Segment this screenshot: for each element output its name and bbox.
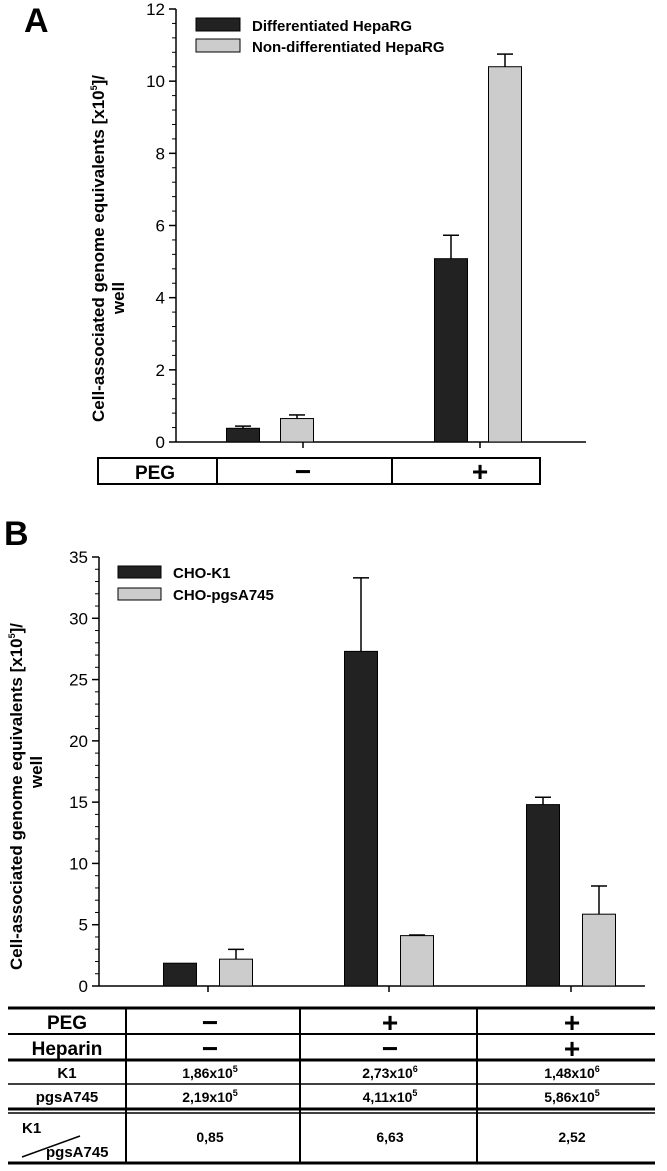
panel-b-bars — [163, 577, 616, 987]
y-tick-label: 15 — [69, 793, 88, 812]
panel-b-table-heparin-col3: + — [564, 1033, 580, 1064]
panel-b-table-heparin-col2: − — [382, 1033, 398, 1064]
panel-b-table-peg-col2: + — [382, 1007, 398, 1038]
bar-cho-k1-0 — [163, 962, 197, 987]
panel-a: A Cell-associated genome equivalents [x1… — [24, 0, 586, 487]
bar-cho-pgsa745-1 — [400, 935, 434, 987]
panel-b-table-peg-col1: − — [202, 1007, 218, 1038]
panel-b: B Cell-associated genome equivalents [x1… — [4, 515, 655, 1165]
panel-b-table-k1-col3: 1,48x106 — [544, 1064, 600, 1081]
panel-a-table-peg-label: PEG — [135, 463, 175, 484]
panel-b-table-heparin-col1: − — [202, 1033, 218, 1064]
panel-b-legend: CHO-K1 CHO-pgsA745 — [117, 565, 274, 604]
panel-b-table-ratio-top: K1 — [22, 1120, 41, 1137]
bar-cho-k1-1 — [344, 650, 378, 987]
panel-b-y-axis-label: Cell-associated genome equivalents [x105… — [7, 623, 26, 970]
panel-b-table-k1-col2: 2,73x106 — [362, 1064, 418, 1081]
legend-swatch — [117, 565, 162, 579]
y-tick-label: 0 — [156, 433, 165, 452]
panel-b-table-pgsa745-col3: 5,86x105 — [544, 1088, 600, 1105]
panel-b-table-heparin-label: Heparin — [32, 1039, 103, 1060]
legend-label: Non-differentiated HepaRG — [252, 39, 445, 56]
legend-swatch — [117, 587, 162, 601]
y-tick-label: 2 — [156, 361, 165, 380]
panel-b-table-ratio-bottom: pgsA745 — [46, 1144, 109, 1161]
y-tick-label: 4 — [156, 289, 165, 308]
bar-cho-k1-2 — [526, 804, 560, 987]
panel-b-table-pgsa745-col2: 4,11x105 — [363, 1088, 418, 1105]
y-tick-label: 10 — [146, 72, 165, 91]
y-tick-label: 10 — [69, 854, 88, 873]
panel-b-y-axis-label-line2: well — [27, 756, 46, 789]
panel-b-table-ratio-col1: 0,85 — [196, 1129, 223, 1145]
bar-differentiated-heparg-0 — [226, 427, 260, 443]
panel-a-table: PEG − + — [97, 456, 541, 487]
y-tick-label: 30 — [69, 609, 88, 628]
legend-label: CHO-K1 — [173, 565, 231, 582]
bar-cho-pgsa745-2 — [582, 913, 616, 987]
panel-a-letter: A — [24, 2, 49, 40]
legend-swatch — [195, 17, 241, 32]
panel-b-table-peg-col3: + — [564, 1007, 580, 1038]
y-tick-label: 5 — [79, 916, 88, 935]
panel-b-table-pgsa745-col1: 2,19x105 — [182, 1088, 238, 1105]
panel-a-table-border — [97, 457, 541, 485]
panel-b-table-ratio-col2: 6,63 — [376, 1129, 403, 1145]
bar-cho-pgsa745-0 — [219, 958, 253, 987]
y-tick-label: 20 — [69, 732, 88, 751]
panel-b-table-peg-label: PEG — [47, 1013, 87, 1034]
panel-a-y-axis-label-line2: well — [109, 282, 128, 315]
panel-a-table-peg-plus: + — [472, 456, 488, 487]
y-tick-label: 0 — [79, 977, 88, 996]
panel-a-y-axis-label: Cell-associated genome equivalents [x105… — [89, 75, 108, 422]
legend-swatch — [195, 38, 241, 53]
panel-a-bars — [226, 53, 522, 443]
bar-non-differentiated-heparg-0 — [280, 418, 314, 443]
panel-b-table-k1-label: K1 — [57, 1065, 76, 1082]
panel-b-table-ratio-col3: 2,52 — [558, 1129, 585, 1145]
panel-b-table-pgsa745-label: pgsA745 — [36, 1089, 99, 1106]
legend-label: CHO-pgsA745 — [173, 587, 274, 604]
bar-differentiated-heparg-1 — [434, 258, 468, 443]
y-tick-label: 6 — [156, 217, 165, 236]
panel-b-table-ratio-slash — [21, 1135, 81, 1158]
panel-a-legend: Differentiated HepaRG Non-differentiated … — [195, 17, 445, 56]
bar-non-differentiated-heparg-1 — [488, 66, 522, 443]
y-tick-label: 12 — [146, 0, 165, 19]
y-tick-label: 8 — [156, 144, 165, 163]
y-tick-label: 35 — [69, 548, 88, 567]
panel-a-table-peg-minus: − — [295, 456, 311, 487]
y-tick-label: 25 — [69, 671, 88, 690]
panel-b-table: PEG − + + Heparin − − + K1 1,86x105 2,73… — [8, 1006, 655, 1165]
panel-b-letter: B — [4, 515, 29, 553]
panel-b-table-k1-col1: 1,86x105 — [182, 1064, 238, 1081]
legend-label: Differentiated HepaRG — [252, 18, 412, 35]
